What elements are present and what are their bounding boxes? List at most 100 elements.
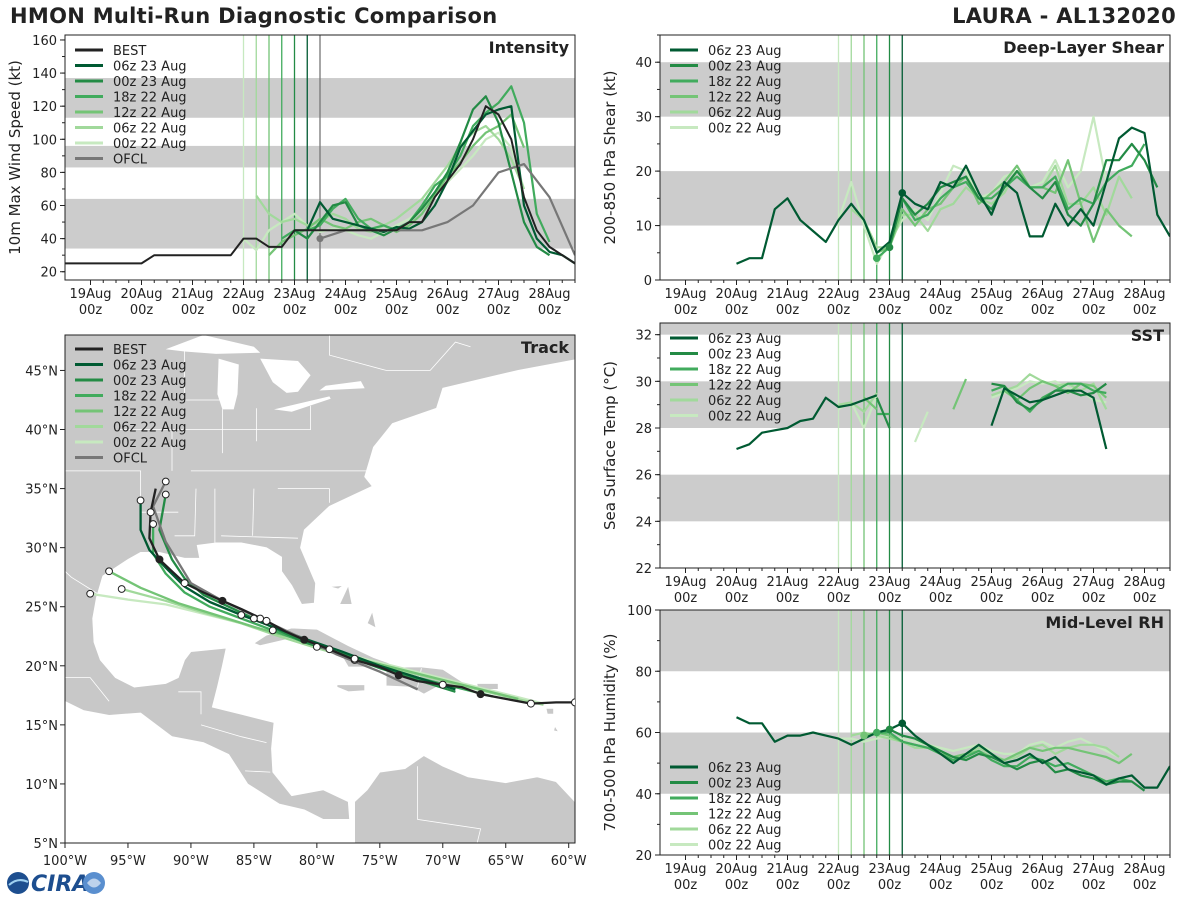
border-ms: [174, 488, 197, 537]
shaded-band: [660, 323, 1170, 335]
track-mid-marker-ofcl: [256, 614, 265, 623]
panel-sst: 22242628303219Aug00z20Aug00z21Aug00z22Au…: [601, 322, 1171, 606]
x-tick-label-hour: 00z: [725, 878, 749, 893]
x-tick-label-hour: 00z: [385, 303, 409, 318]
best-track-marker: [438, 680, 447, 689]
legend-label-18z-22-aug: 18z 22 Aug: [708, 363, 782, 378]
x-tick-label-hour: 00z: [674, 591, 698, 606]
x-tick-label-day: 27Aug: [1073, 287, 1115, 302]
x-tick-label-hour: 00z: [130, 303, 154, 318]
panel-title: SST: [1131, 326, 1164, 345]
init-marker-18z-22-aug: [872, 254, 881, 263]
x-tick-label-hour: 00z: [980, 878, 1004, 893]
lon-tick-label: 65°W: [488, 854, 524, 869]
best-track-marker: [218, 596, 227, 605]
best-track-marker: [300, 635, 309, 644]
lake-ontario: [319, 381, 365, 391]
series-line-06z-23-aug: [736, 126, 1170, 265]
x-tick-label-day: 25Aug: [376, 287, 418, 302]
x-tick-label-hour: 00z: [79, 303, 103, 318]
y-tick-label: 20: [40, 266, 57, 281]
border-al-ga: [252, 488, 255, 536]
init-marker-06z-23-aug: [898, 719, 907, 728]
border-mason-dixon: [119, 405, 311, 430]
x-tick-label-day: 26Aug: [1022, 287, 1064, 302]
logo-text: CIRA: [31, 872, 89, 897]
y-tick-label: 60: [40, 200, 57, 215]
legend-label-06z-23-aug: 06z 23 Aug: [708, 761, 782, 776]
legend-label-00z-22-aug: 00z 22 Aug: [708, 410, 782, 425]
jamaica-island: [336, 684, 366, 693]
y-tick-label: 160: [32, 34, 57, 49]
x-tick-label-day: 26Aug: [1022, 575, 1064, 590]
series-line-18z-22-aug: [281, 85, 551, 243]
lon-tick-label: 85°W: [236, 854, 272, 869]
map-area: [65, 335, 575, 843]
y-tick-label: 30: [635, 375, 652, 390]
legend-label-12z-22-aug: 12z 22 Aug: [708, 808, 782, 823]
legend-label-00z-23-aug: 00z 23 Aug: [113, 374, 187, 389]
x-tick-label-day: 21Aug: [767, 287, 809, 302]
init-marker-06z-23-aug: [898, 189, 907, 197]
x-tick-label-hour: 00z: [1031, 878, 1055, 893]
track-mid-marker-18z-22-aug: [268, 626, 277, 635]
legend-label-00z-22-aug: 00z 22 Aug: [708, 839, 782, 854]
x-tick-label-day: 20Aug: [716, 575, 758, 590]
y-tick-label: 40: [40, 233, 57, 248]
legend-label-06z-23-aug: 06z 23 Aug: [708, 44, 782, 59]
x-tick-label-day: 28Aug: [1124, 862, 1166, 877]
x-tick-label-hour: 00z: [725, 303, 749, 318]
x-tick-label-day: 24Aug: [920, 287, 962, 302]
track-end-marker-12z-22-aug: [105, 567, 113, 576]
x-tick-label-hour: 00z: [929, 878, 953, 893]
lat-tick-label: 20°N: [25, 660, 58, 675]
border-mx-states: [65, 677, 110, 702]
plot-area-intensity: [65, 85, 575, 265]
panel-intensity: 2040608010012014016019Aug00z20Aug00z21Au…: [6, 34, 576, 318]
x-tick-label-day: 22Aug: [818, 862, 860, 877]
plot-area-sst: [736, 373, 1108, 451]
legend-label-00z-23-aug: 00z 23 Aug: [708, 348, 782, 363]
best-track-marker: [180, 579, 189, 588]
x-tick-label-day: 20Aug: [716, 862, 758, 877]
y-tick-label: 20: [635, 849, 652, 864]
y-tick-label: 22: [635, 562, 652, 577]
lat-tick-label: 30°N: [25, 542, 58, 557]
best-track-marker: [571, 698, 575, 707]
track-end-marker-00z-23-aug: [161, 490, 170, 499]
x-tick-label-day: 26Aug: [1022, 862, 1064, 877]
north-america-land: [65, 335, 575, 820]
x-tick-label-day: 23Aug: [274, 287, 316, 302]
legend-label-00z-22-aug: 00z 22 Aug: [113, 436, 187, 451]
x-tick-label-hour: 00z: [1082, 591, 1106, 606]
legend-label-12z-22-aug: 12z 22 Aug: [708, 379, 782, 394]
bahamas-andros: [338, 584, 353, 605]
x-tick-label-hour: 00z: [1082, 303, 1106, 318]
x-tick-label-day: 21Aug: [767, 862, 809, 877]
panel-rh: 2040608010019Aug00z20Aug00z21Aug00z22Aug…: [601, 604, 1171, 893]
legend-label-06z-23-aug: 06z 23 Aug: [708, 332, 782, 347]
x-tick-label-day: 27Aug: [478, 287, 520, 302]
x-tick-label-day: 22Aug: [223, 287, 265, 302]
lake-superior: [165, 335, 261, 354]
track-end-marker-ofcl: [161, 477, 170, 486]
page-title: HMON Multi-Run Diagnostic Comparison: [10, 4, 498, 28]
x-tick-label-hour: 00z: [929, 591, 953, 606]
bahamas-grand: [329, 584, 345, 590]
y-axis-label: Sea Surface Temp (°C): [601, 361, 619, 530]
x-tick-label-day: 19Aug: [665, 575, 707, 590]
init-marker-00z-23-aug: [885, 243, 894, 252]
plot-area-rh: [736, 716, 1170, 792]
legend-label-00z-22-aug: 00z 22 Aug: [708, 122, 782, 137]
x-tick-label-day: 20Aug: [716, 287, 758, 302]
legend-label-18z-22-aug: 18z 22 Aug: [708, 75, 782, 90]
legend-label-18z-22-aug: 18z 22 Aug: [113, 390, 187, 405]
border-us-canada: [329, 335, 471, 371]
x-tick-label-day: 24Aug: [920, 575, 962, 590]
panel-title: Mid-Level RH: [1045, 613, 1164, 632]
x-tick-label-hour: 00z: [827, 591, 851, 606]
legend-label-best: BEST: [113, 44, 146, 59]
legend-label-06z-22-aug: 06z 22 Aug: [708, 823, 782, 838]
